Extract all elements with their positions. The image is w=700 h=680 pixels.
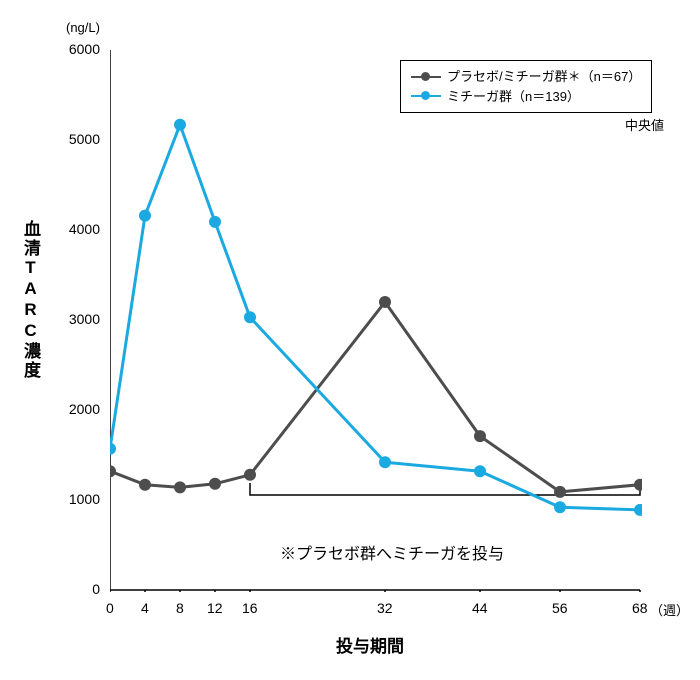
y-tick-label: 0	[92, 581, 100, 597]
legend-marker-icon	[411, 76, 441, 78]
y-axis-unit: (ng/L)	[66, 20, 100, 35]
y-tick-label: 1000	[69, 491, 100, 507]
legend: プラセボ/ミチーガ群＊（n＝67）ミチーガ群（n＝139）	[400, 60, 652, 113]
legend-row: プラセボ/ミチーガ群＊（n＝67）	[411, 67, 641, 87]
y-tick-label: 3000	[69, 311, 100, 327]
legend-label: ミチーガ群（n＝139）	[447, 87, 580, 107]
y-axis-label: 血清TARC濃度	[18, 220, 43, 380]
x-tick-label: 16	[242, 600, 258, 616]
y-tick-label: 4000	[69, 221, 100, 237]
x-tick-label: 12	[207, 600, 223, 616]
x-tick-label: 0	[106, 600, 114, 616]
x-axis-label: 投与期間	[310, 632, 430, 657]
x-tick-label: 44	[472, 600, 488, 616]
legend-label: プラセボ/ミチーガ群＊（n＝67）	[447, 67, 641, 87]
y-tick-label: 5000	[69, 131, 100, 147]
x-tick-label: 56	[552, 600, 568, 616]
x-axis-unit: （週）	[650, 600, 689, 619]
y-tick-label: 2000	[69, 401, 100, 417]
x-tick-label: 8	[176, 600, 184, 616]
x-tick-label: 32	[377, 600, 393, 616]
x-tick-label: 4	[141, 600, 149, 616]
x-tick-label: 68	[632, 600, 648, 616]
y-tick-label: 6000	[69, 41, 100, 57]
plot-area	[110, 50, 642, 592]
legend-marker-icon	[411, 95, 441, 97]
chart-container: (ng/L) 血清TARC濃度 中央値 01000200030004000500…	[0, 0, 700, 680]
annotation-text: ※プラセボ群へミチーガを投与	[280, 540, 504, 564]
legend-row: ミチーガ群（n＝139）	[411, 87, 641, 107]
